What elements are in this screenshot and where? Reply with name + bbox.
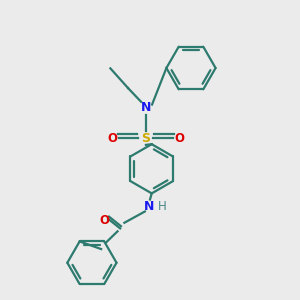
Text: N: N [141, 101, 151, 115]
Text: O: O [99, 214, 109, 226]
Text: O: O [107, 131, 117, 145]
Text: S: S [141, 131, 150, 145]
Text: N: N [144, 200, 154, 213]
Text: H: H [158, 200, 167, 213]
Text: O: O [174, 131, 184, 145]
